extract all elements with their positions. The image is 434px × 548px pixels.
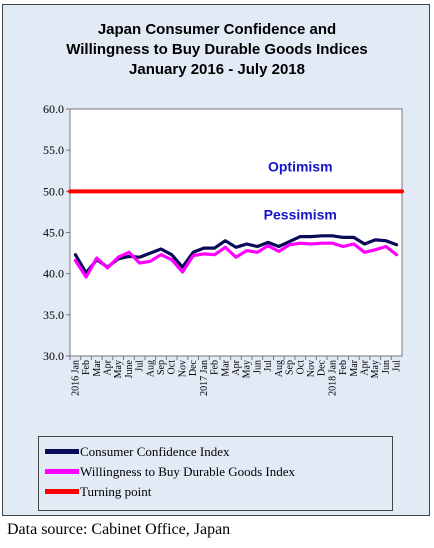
x-tick-label: Jun bbox=[381, 360, 392, 374]
series-line-consumer-confidence bbox=[73, 234, 399, 275]
x-tick-label: Apr bbox=[360, 359, 371, 375]
chart-title-line-2: Willingness to Buy Durable Goods Indices bbox=[66, 41, 368, 58]
legend-swatch-consumer-confidence bbox=[45, 449, 79, 454]
chart-title-line-1: Japan Consumer Confidence and bbox=[97, 21, 337, 38]
x-tick-label: June bbox=[124, 359, 135, 378]
legend-label-consumer-confidence: Consumer Confidence Index bbox=[80, 444, 230, 459]
data-source: Data source: Cabinet Office, Japan bbox=[7, 521, 231, 538]
x-tick-label: Nov bbox=[306, 360, 317, 377]
legend-item-turning-point: Turning point bbox=[39, 483, 392, 501]
x-tick-label: Mar bbox=[349, 359, 360, 376]
x-tick-label: Apr bbox=[231, 359, 242, 375]
x-tick-label: Jul bbox=[135, 360, 146, 372]
legend-item-consumer-confidence: Consumer Confidence Index bbox=[39, 443, 392, 461]
x-tick-label: Apr bbox=[102, 359, 113, 375]
legend-swatch-turning-point bbox=[45, 489, 79, 494]
x-tick-label: Feb bbox=[338, 360, 349, 375]
y-tick-label: 50.0 bbox=[43, 184, 64, 198]
x-tick-label: Sep bbox=[156, 360, 167, 375]
x-tick-label: Feb bbox=[81, 360, 92, 375]
plot-area bbox=[69, 108, 403, 357]
x-tick-label: Jul bbox=[392, 360, 403, 372]
series-line-durable-goods bbox=[73, 241, 399, 279]
legend-label-durable-goods: Willingness to Buy Durable Goods Index bbox=[80, 464, 296, 479]
x-tick-label: 2017 Jan bbox=[199, 360, 210, 396]
x-tick-label: May bbox=[370, 360, 381, 378]
y-tick-label: 55.0 bbox=[43, 143, 64, 157]
y-tick-label: 35.0 bbox=[43, 308, 64, 322]
x-tick-label: May bbox=[242, 360, 253, 378]
y-tick-label: 30.0 bbox=[43, 349, 64, 363]
legend-swatch-durable-goods bbox=[45, 469, 79, 474]
x-tick-label: Mar bbox=[220, 359, 231, 376]
x-tick-label: Feb bbox=[210, 360, 221, 375]
x-tick-label: Nov bbox=[177, 360, 188, 377]
x-tick-label: Aug bbox=[145, 360, 156, 377]
legend: Consumer Confidence Index Willingness to… bbox=[38, 436, 393, 511]
x-tick-label: 2018 Jan bbox=[327, 360, 338, 396]
legend-label-turning-point: Turning point bbox=[80, 484, 152, 499]
y-tick-label: 60.0 bbox=[43, 102, 64, 116]
x-axis: 2016 Jan Feb Mar Apr May June Jul Aug Sep Oct Nov D… bbox=[69, 356, 403, 396]
annotation-optimism: Optimism bbox=[268, 159, 333, 175]
chart-title-line-3: January 2016 - July 2018 bbox=[129, 61, 305, 78]
y-tick-label: 45.0 bbox=[43, 226, 64, 240]
chart-title: Japan Consumer Confidence and Willingnes… bbox=[0, 20, 434, 80]
annotation-pessimism: Pessimism bbox=[264, 206, 337, 222]
x-tick-label: Dec bbox=[317, 359, 328, 376]
x-tick-label: Oct bbox=[295, 360, 306, 375]
annotations: Optimism Pessimism bbox=[264, 159, 337, 223]
x-tick-label: Jun bbox=[252, 360, 263, 374]
y-axis: 30.0 35.0 40.0 45.0 50.0 55.0 60.0 bbox=[43, 102, 70, 363]
legend-item-durable-goods: Willingness to Buy Durable Goods Index bbox=[39, 463, 392, 481]
x-tick-label: May bbox=[113, 360, 124, 378]
x-tick-label: Aug bbox=[274, 360, 285, 377]
x-tick-label: Mar bbox=[92, 359, 103, 376]
x-tick-label: Oct bbox=[167, 360, 178, 375]
x-tick-label: Dec bbox=[188, 359, 199, 376]
x-tick-label: 2016 Jan bbox=[70, 360, 81, 396]
x-tick-label: Jul bbox=[263, 360, 274, 372]
x-tick-label: Sep bbox=[285, 360, 296, 375]
series-lines bbox=[68, 189, 404, 279]
y-tick-label: 40.0 bbox=[43, 267, 64, 281]
